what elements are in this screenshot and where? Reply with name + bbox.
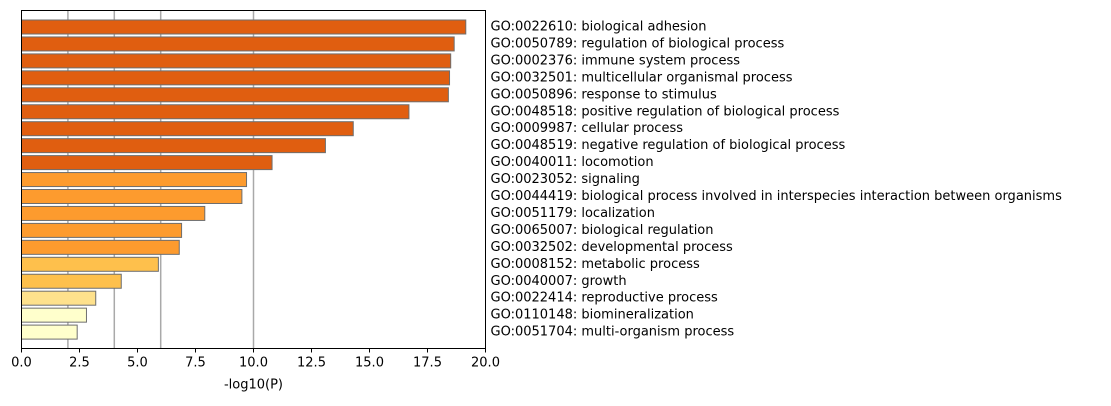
bar: [21, 256, 159, 272]
x-tick-label: 15.0: [355, 356, 384, 371]
category-label: GO:0044419: biological process involved …: [491, 189, 1063, 204]
x-tick-label: 12.5: [297, 356, 326, 371]
category-label: GO:0009987: cellular process: [491, 121, 684, 136]
bar: [21, 138, 326, 154]
category-label: GO:0050789: regulation of biological pro…: [491, 36, 785, 51]
bars: [21, 19, 467, 340]
category-label: GO:0008152: metabolic process: [491, 257, 700, 272]
bar: [21, 222, 183, 238]
category-label: GO:0110148: biomineralization: [491, 308, 694, 323]
bar: [21, 189, 243, 204]
category-labels: GO:0022610: biological adhesionGO:005078…: [491, 20, 1063, 340]
category-label: GO:0051179: localization: [491, 206, 655, 221]
category-label: GO:0048519: negative regulation of biolo…: [491, 138, 846, 153]
bar: [21, 324, 78, 340]
bar: [21, 36, 455, 52]
category-label: GO:0065007: biological regulation: [491, 223, 714, 238]
x-tick-label: 0.0: [11, 356, 32, 371]
category-label: GO:0051704: multi-organism process: [491, 325, 735, 340]
x-tick-label: 7.5: [185, 356, 206, 371]
bar: [21, 121, 354, 137]
bar: [21, 19, 467, 35]
x-tick-label: 2.5: [69, 356, 90, 371]
bar: [21, 307, 87, 323]
category-label: GO:0022610: biological adhesion: [491, 20, 707, 35]
x-tick-label: 20.0: [471, 356, 500, 371]
category-label: GO:0048518: positive regulation of biolo…: [491, 104, 840, 119]
bar: [21, 273, 122, 289]
category-label: GO:0032501: multicellular organismal pro…: [491, 70, 793, 85]
category-label: GO:0023052: signaling: [491, 172, 640, 187]
x-tick-label: 10.0: [239, 356, 268, 371]
category-label: GO:0022414: reproductive process: [491, 291, 719, 306]
x-axis: 0.0 2.5 5.0 7.5 10.0 12.5 15.0 17.5 20.0: [11, 348, 500, 371]
category-label: GO:0050896: response to stimulus: [491, 87, 717, 102]
bar: [21, 53, 452, 69]
bar: [21, 239, 180, 255]
category-label: GO:0002376: immune system process: [491, 53, 741, 68]
bar: [21, 104, 410, 120]
bar: [21, 172, 248, 188]
x-tick-label: 5.0: [127, 356, 148, 371]
bar: [21, 70, 451, 86]
category-label: GO:0040007: growth: [491, 274, 627, 289]
category-label: GO:0032502: developmental process: [491, 240, 734, 255]
x-tick-label: 17.5: [413, 356, 442, 371]
bar: [21, 87, 449, 103]
category-label: GO:0040011: locomotion: [491, 155, 654, 170]
bar: [21, 205, 206, 221]
bar: [21, 290, 97, 306]
x-axis-label: -log10(P): [224, 378, 283, 393]
bar: [21, 155, 273, 171]
